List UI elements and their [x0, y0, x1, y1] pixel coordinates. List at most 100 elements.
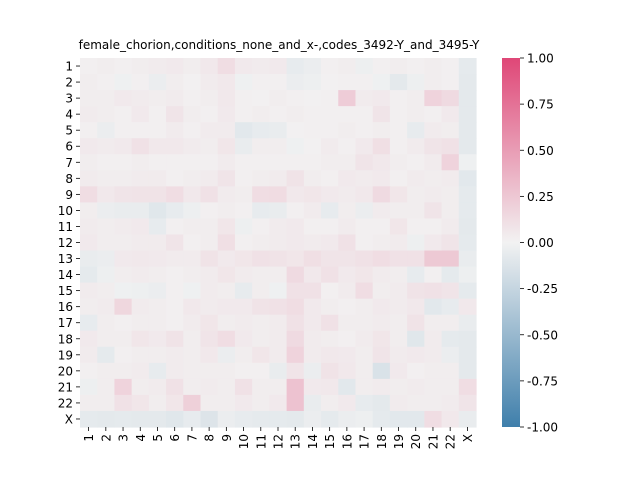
heatmap-cell — [114, 186, 133, 203]
x-tick-label: 19 — [392, 434, 406, 449]
heatmap-cell — [407, 186, 425, 203]
heatmap-cell — [407, 346, 425, 364]
heatmap-cell — [148, 122, 167, 139]
y-tick-label: 7 — [65, 156, 73, 170]
heatmap-cell — [234, 282, 253, 300]
heatmap-cell — [407, 154, 425, 171]
heatmap-cell — [458, 106, 477, 123]
heatmap-cell — [321, 234, 339, 252]
heatmap-cell — [303, 378, 322, 396]
heatmap-cell — [458, 362, 477, 380]
heatmap-cell — [269, 330, 288, 348]
heatmap-cell — [269, 346, 288, 364]
heatmap-cell — [252, 282, 270, 300]
heatmap-cell — [424, 170, 443, 187]
heatmap-cell — [148, 90, 167, 107]
colorbar-tick-label: 0.00 — [527, 236, 554, 250]
heatmap-cell — [389, 282, 408, 300]
heatmap-cell — [441, 234, 460, 252]
x-tick-label: 11 — [254, 434, 268, 449]
heatmap-cell — [355, 394, 374, 412]
heatmap-cell — [148, 74, 167, 91]
heatmap-cell — [252, 170, 270, 187]
heatmap-cell — [355, 58, 374, 75]
heatmap-cell — [338, 266, 357, 284]
heatmap-cell — [148, 170, 167, 187]
heatmap-cell — [424, 106, 443, 123]
heatmap-cell — [424, 122, 443, 139]
heatmap-cell — [424, 90, 443, 107]
colorbar-axis: -1.00 -0.75 -0.50 -0.25 0.00 0.25 0.50 0.75 1.00 — [520, 52, 558, 435]
heatmap-cell — [114, 106, 133, 123]
heatmap-cell — [97, 74, 116, 91]
heatmap-cell — [389, 202, 408, 220]
heatmap-cell — [114, 74, 133, 91]
heatmap-cell — [217, 90, 236, 107]
heatmap-cell — [441, 202, 460, 220]
heatmap-cell — [389, 154, 408, 171]
heatmap-cell — [166, 298, 184, 316]
heatmap-cell — [338, 138, 357, 155]
y-tick-label: 12 — [58, 236, 73, 250]
heatmap-cell — [441, 410, 460, 428]
heatmap-cell — [80, 330, 98, 348]
heatmap-cell — [200, 106, 219, 123]
heatmap-cell — [234, 202, 253, 220]
heatmap-cell — [424, 186, 443, 203]
heatmap-cell — [372, 346, 391, 364]
x-tick-label: 18 — [375, 434, 389, 449]
heatmap-cell — [407, 106, 425, 123]
heatmap-cell — [166, 410, 184, 428]
heatmap-cell — [441, 58, 460, 75]
heatmap-cell — [97, 298, 116, 316]
heatmap-cell — [148, 330, 167, 348]
x-tick-label: 9 — [220, 434, 234, 442]
x-tick-label: 22 — [444, 434, 458, 449]
heatmap-cell — [148, 202, 167, 220]
heatmap-cell — [200, 346, 219, 364]
heatmap-cell — [183, 138, 202, 155]
heatmap-cell — [321, 266, 339, 284]
heatmap-cell — [217, 170, 236, 187]
heatmap-cell — [252, 330, 270, 348]
heatmap-cell — [234, 330, 253, 348]
x-tick-label: 1 — [82, 434, 96, 442]
x-tick-label: 15 — [323, 434, 337, 449]
heatmap-cell — [303, 298, 322, 316]
heatmap-cell — [131, 298, 150, 316]
heatmap-cell — [97, 138, 116, 155]
x-tick-label: 21 — [426, 434, 440, 449]
heatmap-cell — [183, 250, 202, 268]
heatmap-cell — [303, 186, 322, 203]
heatmap-cell — [458, 378, 477, 396]
y-tick-label: 15 — [58, 284, 73, 298]
heatmap-cell — [424, 250, 443, 268]
heatmap-cell — [321, 298, 339, 316]
colorbar-tick-label: 0.25 — [527, 190, 554, 204]
heatmap-cell — [441, 90, 460, 107]
heatmap-cell — [252, 218, 270, 236]
heatmap-cell — [252, 266, 270, 284]
heatmap-cell — [303, 58, 322, 75]
heatmap-cell — [80, 314, 98, 332]
heatmap-cell — [234, 362, 253, 380]
y-tick-label: 22 — [58, 396, 73, 410]
heatmap-cell — [269, 138, 288, 155]
heatmap-cell — [200, 74, 219, 91]
heatmap-cell — [372, 186, 391, 203]
heatmap-cell — [234, 314, 253, 332]
heatmap-cell — [80, 74, 98, 91]
heatmap-cell — [286, 170, 305, 187]
heatmap-cell — [338, 122, 357, 139]
heatmap-cell — [148, 378, 167, 396]
heatmap-cell — [131, 202, 150, 220]
heatmap-cell — [97, 410, 116, 428]
heatmap-cell — [217, 266, 236, 284]
heatmap-cell — [252, 410, 270, 428]
heatmap-cell — [372, 282, 391, 300]
heatmap-cell — [131, 378, 150, 396]
heatmap-cell — [355, 346, 374, 364]
heatmap-cell — [441, 106, 460, 123]
heatmap-cell — [372, 106, 391, 123]
